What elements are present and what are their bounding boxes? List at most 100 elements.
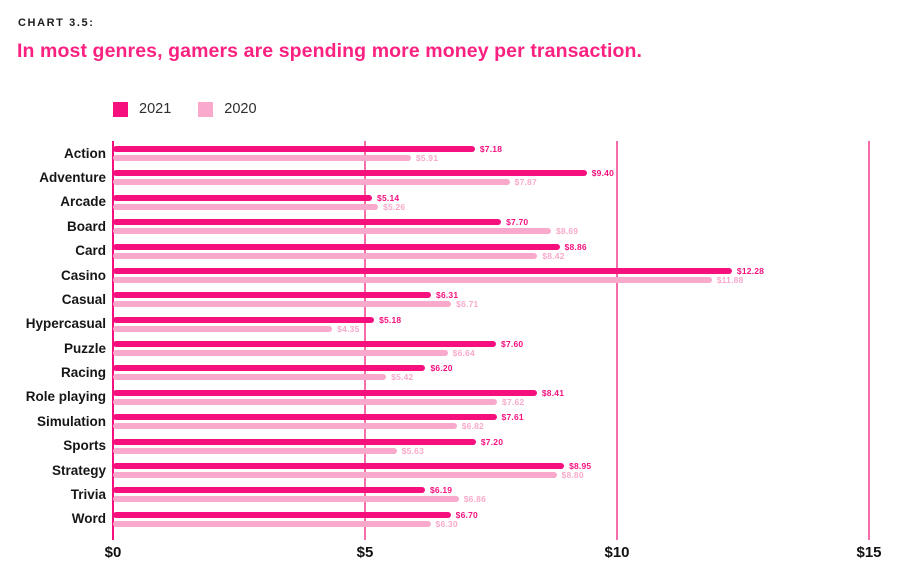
bar-2020: $8.80 — [113, 470, 584, 480]
category-label: Role playing — [25, 389, 106, 405]
bar-value-label: $5.26 — [383, 201, 406, 212]
bar-2020: $8.42 — [113, 251, 564, 261]
category-label: Casual — [61, 291, 106, 307]
bar-2021: $8.41 — [113, 388, 564, 398]
bar-2020: $6.86 — [113, 494, 486, 504]
category-label: Hypercasual — [25, 316, 106, 332]
bar-value-label: $7.18 — [479, 144, 503, 154]
bar-value-label: $7.87 — [514, 177, 537, 188]
bar-value-label: $6.19 — [429, 485, 453, 496]
bar-value-label: $5.91 — [415, 153, 439, 163]
bar-2020: $5.63 — [113, 446, 424, 456]
chart-row: $9.40 $7.87 — [113, 165, 869, 189]
x-axis-labels: $0 $5 $10 $15 — [105, 531, 882, 561]
bar-value-label: $7.61 — [501, 412, 524, 423]
category-label: Simulation — [36, 413, 106, 429]
legend-item-2020: 2020 — [198, 101, 257, 117]
bar-2020: $11.88 — [113, 275, 743, 285]
bar-2020: $6.64 — [113, 348, 475, 358]
category-label: Puzzle — [63, 340, 106, 356]
legend: 2021 2020 — [113, 101, 257, 117]
bar-2021: $6.70 — [113, 510, 478, 520]
chart-row: $6.19 $6.86 — [113, 482, 869, 506]
bar-value-label: $7.60 — [501, 339, 524, 349]
chart-row: $6.31 $6.71 — [113, 287, 869, 311]
bar-2020: $6.30 — [113, 519, 458, 529]
bar-value-label: $5.42 — [391, 372, 414, 383]
bar-2021: $7.60 — [113, 339, 523, 349]
bar-value-label: $8.86 — [564, 241, 587, 252]
bar-2020: $4.35 — [113, 324, 359, 334]
legend-item-2021: 2021 — [113, 101, 171, 117]
chart-number-label: CHART 3.5: — [18, 17, 95, 29]
bar-2020: $7.87 — [113, 177, 537, 187]
chart-row: $5.14 $5.26 — [113, 190, 869, 214]
category-label: Sports — [63, 438, 106, 454]
x-tick-label: $0 — [104, 544, 122, 561]
bar-2021: $7.20 — [113, 437, 503, 447]
chart-row: $5.18 $4.35 — [113, 312, 869, 336]
bar-value-label: $6.71 — [456, 299, 479, 310]
bar-value-label: $5.14 — [377, 192, 400, 203]
bar-2021: $7.61 — [113, 412, 524, 422]
category-labels: Action Adventure Arcade Board Card Casino Casu… — [0, 141, 106, 531]
chart-row: $8.95 $8.80 — [113, 458, 869, 482]
bar-2020: $7.62 — [113, 397, 524, 407]
chart-row: $7.18 $5.91 — [113, 141, 869, 165]
bar-2021: $7.18 — [113, 144, 502, 154]
bar-2021: $9.40 — [113, 168, 614, 178]
plot-area: $7.18 $5.91 $9.40 $7.87 $5.14 $5.26 $7.70 $8.69… — [105, 141, 882, 561]
chart-row: $7.60 $6.64 — [113, 336, 869, 360]
category-label: Card — [75, 243, 106, 259]
category-label: Trivia — [70, 486, 106, 502]
bar-2020: $5.26 — [113, 202, 405, 212]
bar-value-label: $8.41 — [541, 387, 565, 398]
chart-row: $7.20 $5.63 — [113, 434, 869, 458]
bar-2021: $6.20 — [113, 363, 453, 373]
bar-value-label: $8.80 — [561, 469, 584, 480]
bar-value-label: $6.86 — [463, 494, 487, 505]
bar-value-label: $7.62 — [502, 396, 525, 407]
chart-row: $6.20 $5.42 — [113, 360, 869, 384]
chart-row: $8.41 $7.62 — [113, 385, 869, 409]
bar-2020: $6.71 — [113, 299, 478, 309]
bar-value-label: $6.64 — [452, 348, 475, 358]
x-tick-label: $10 — [604, 544, 630, 561]
bar-value-label: $4.35 — [337, 323, 360, 334]
bar-value-label: $5.63 — [401, 445, 425, 456]
bar-value-label: $6.30 — [435, 518, 458, 529]
bar-2020: $5.42 — [113, 372, 413, 382]
chart-row: $7.70 $8.69 — [113, 214, 869, 238]
bar-2021: $5.18 — [113, 315, 401, 325]
chart-row: $12.28 $11.88 — [113, 263, 869, 287]
category-label: Action — [64, 145, 106, 161]
chart-row: $6.70 $6.30 — [113, 507, 869, 531]
category-label: Adventure — [39, 170, 106, 186]
legend-swatch-2021 — [113, 101, 128, 117]
bar-2020: $8.69 — [113, 226, 578, 236]
category-label: Word — [71, 511, 106, 527]
bar-2021: $5.14 — [113, 193, 399, 203]
bar-2021: $7.70 — [113, 217, 528, 227]
legend-label-2020: 2020 — [224, 101, 257, 117]
bar-value-label: $7.70 — [506, 217, 529, 228]
x-tick-label: $5 — [356, 544, 374, 561]
legend-label-2021: 2021 — [139, 101, 172, 117]
bar-2021: $8.95 — [113, 461, 591, 471]
bar-2021: $6.19 — [113, 485, 452, 495]
legend-swatch-2020 — [198, 101, 214, 117]
bar-2020: $5.91 — [113, 153, 438, 163]
bar-value-label: $6.31 — [436, 290, 459, 301]
plot-rows: $7.18 $5.91 $9.40 $7.87 $5.14 $5.26 $7.70 $8.69… — [113, 141, 869, 531]
bar-value-label: $6.20 — [430, 363, 453, 374]
chart-row: $7.61 $6.82 — [113, 409, 869, 433]
category-label: Arcade — [60, 194, 106, 210]
x-tick-label: $15 — [856, 544, 882, 561]
axis-line — [112, 141, 114, 540]
bar-value-label: $8.69 — [555, 226, 579, 237]
category-label: Board — [66, 218, 106, 234]
bar-value-label: $12.28 — [736, 265, 765, 276]
bar-value-label: $8.95 — [569, 460, 592, 471]
gridline — [364, 141, 366, 540]
